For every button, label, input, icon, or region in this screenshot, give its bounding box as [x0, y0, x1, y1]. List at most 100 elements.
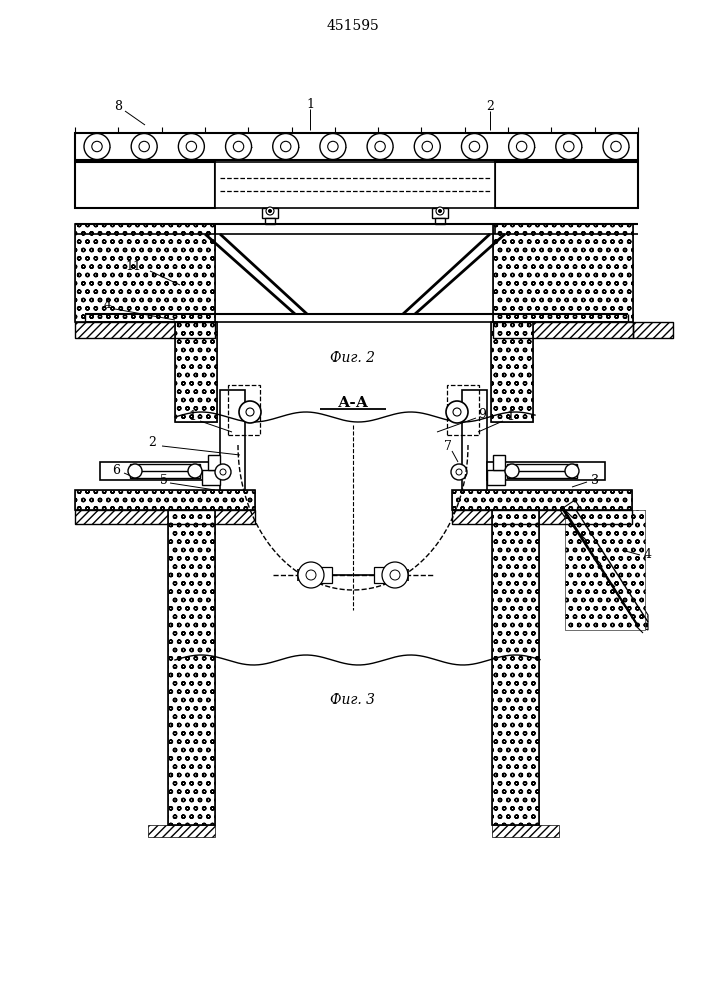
Circle shape — [246, 408, 254, 416]
Bar — [75, 162, 215, 208]
Circle shape — [92, 141, 103, 152]
Circle shape — [414, 133, 440, 159]
Text: 2: 2 — [148, 436, 156, 448]
Circle shape — [453, 408, 461, 416]
Circle shape — [320, 133, 346, 159]
Circle shape — [239, 401, 261, 423]
Text: 2: 2 — [486, 101, 494, 113]
Text: 451595: 451595 — [327, 19, 380, 33]
Bar — [168, 510, 215, 825]
Bar — [75, 510, 255, 524]
Circle shape — [328, 141, 338, 152]
Bar — [492, 510, 539, 825]
Circle shape — [565, 464, 579, 478]
Circle shape — [273, 133, 299, 159]
Circle shape — [266, 207, 274, 215]
Bar — [374, 567, 388, 583]
Text: 9: 9 — [478, 408, 486, 420]
Circle shape — [451, 464, 467, 480]
Text: 11: 11 — [125, 260, 141, 273]
Circle shape — [186, 141, 197, 152]
Text: 7: 7 — [444, 440, 452, 454]
Circle shape — [603, 133, 629, 159]
Text: 4: 4 — [104, 298, 112, 312]
Text: 8: 8 — [114, 101, 122, 113]
Bar — [495, 162, 638, 208]
Bar — [493, 322, 633, 338]
Bar — [487, 462, 605, 480]
Circle shape — [215, 464, 231, 480]
Text: 1: 1 — [506, 410, 514, 424]
Bar — [75, 224, 215, 322]
Bar — [168, 510, 215, 825]
Circle shape — [563, 141, 574, 152]
Circle shape — [298, 562, 324, 588]
Circle shape — [462, 133, 487, 159]
Bar — [492, 510, 539, 825]
Circle shape — [226, 133, 252, 159]
Bar — [565, 510, 645, 630]
Circle shape — [367, 133, 393, 159]
Bar — [493, 224, 633, 322]
Bar — [75, 133, 638, 160]
Bar — [75, 490, 255, 510]
Bar — [100, 462, 220, 480]
Bar — [148, 825, 215, 837]
Bar — [208, 455, 220, 470]
Text: 1: 1 — [306, 99, 314, 111]
Text: 3: 3 — [591, 474, 599, 487]
Bar — [493, 224, 633, 322]
Circle shape — [382, 562, 408, 588]
Circle shape — [556, 133, 582, 159]
Bar — [220, 390, 245, 490]
Circle shape — [132, 133, 157, 159]
Circle shape — [306, 570, 316, 580]
Text: А-А: А-А — [337, 396, 368, 410]
Circle shape — [469, 141, 479, 152]
Bar — [228, 385, 260, 435]
Circle shape — [422, 141, 433, 152]
Circle shape — [456, 469, 462, 475]
Bar — [262, 208, 278, 218]
Bar — [633, 322, 673, 338]
Bar — [452, 490, 632, 510]
Bar — [462, 390, 487, 490]
Circle shape — [611, 141, 621, 152]
Text: Фиг. 3: Фиг. 3 — [330, 693, 375, 707]
Bar — [452, 510, 632, 524]
Bar — [435, 218, 445, 224]
Bar — [487, 470, 505, 485]
Bar — [491, 322, 533, 422]
Bar — [447, 385, 479, 435]
Bar — [507, 464, 577, 478]
Circle shape — [438, 210, 441, 213]
Bar — [130, 464, 200, 478]
Bar — [491, 322, 533, 422]
Circle shape — [220, 469, 226, 475]
Bar — [75, 510, 255, 524]
Circle shape — [139, 141, 149, 152]
Text: 1: 1 — [188, 410, 196, 424]
Circle shape — [505, 464, 519, 478]
Bar — [633, 322, 673, 338]
Bar — [75, 322, 215, 338]
Circle shape — [508, 133, 534, 159]
Circle shape — [178, 133, 204, 159]
Circle shape — [233, 141, 244, 152]
Text: 4: 4 — [644, 548, 652, 562]
Bar — [75, 224, 215, 322]
Bar — [492, 825, 559, 837]
Circle shape — [436, 207, 444, 215]
Bar — [175, 322, 217, 422]
Circle shape — [188, 464, 202, 478]
Bar — [452, 490, 632, 510]
Circle shape — [375, 141, 385, 152]
Text: 5: 5 — [160, 474, 168, 487]
Bar — [452, 510, 632, 524]
Text: Фиг. 2: Фиг. 2 — [330, 351, 375, 365]
Circle shape — [128, 464, 142, 478]
Bar — [493, 455, 505, 470]
Text: 6: 6 — [112, 464, 120, 477]
Circle shape — [281, 141, 291, 152]
Circle shape — [390, 570, 400, 580]
